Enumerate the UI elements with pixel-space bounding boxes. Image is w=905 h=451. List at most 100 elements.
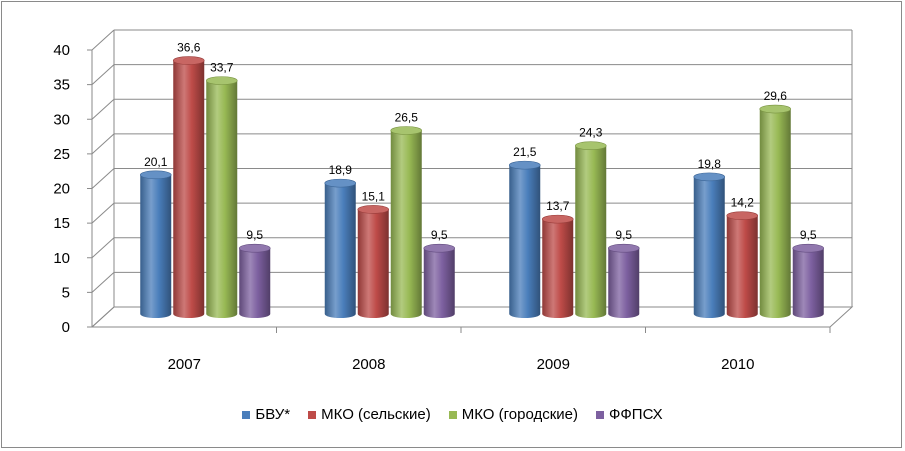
bar-1-2007 (139, 170, 172, 318)
y-tick-label-25: 25 (53, 146, 70, 163)
floor (90, 306, 854, 328)
bar-body (608, 248, 640, 318)
bar-cap (324, 178, 357, 188)
bar-body (239, 248, 271, 318)
data-label-3-2007: 33,7 (210, 61, 234, 75)
legend-label-series-1: БВУ* (255, 406, 291, 423)
data-label-4-2009: 9,5 (615, 228, 632, 242)
x-tick-label-2010: 2010 (721, 356, 754, 373)
bar-body (759, 109, 791, 319)
bar-cap (607, 243, 640, 253)
legend-swatch-series-1 (242, 410, 251, 419)
bar-body (509, 165, 541, 318)
y-tick-label-20: 20 (53, 181, 70, 198)
bar-body (423, 248, 455, 318)
gridline-side-15 (91, 202, 115, 224)
bar-cap (759, 104, 792, 114)
bar-cap (693, 172, 726, 182)
gridline-side-5 (91, 272, 115, 293)
data-label-2-2008: 15,1 (362, 189, 386, 203)
bar-4-2008 (423, 243, 456, 318)
bar-2-2007 (172, 56, 205, 319)
bar-body (357, 209, 389, 318)
legend-item-series-1: БВУ* (242, 406, 290, 423)
legend-swatch-series-4 (595, 410, 604, 419)
bar-3-2007 (205, 76, 238, 318)
bar-3-2010 (759, 104, 792, 319)
bar-cap (508, 160, 541, 170)
bar-cap (726, 211, 759, 220)
bar-body (390, 130, 422, 318)
legend-swatch-series-3 (448, 410, 457, 419)
y-tick-label-15: 15 (53, 215, 70, 232)
bar-body (575, 145, 607, 318)
legend: БВУ* МКО (сельские) МКО (городские) ФФПС… (0, 406, 905, 423)
gridline-side-20 (91, 168, 115, 189)
bar-2-2009 (541, 214, 574, 318)
bar-cap (357, 205, 390, 214)
bar-body (693, 176, 725, 318)
bar-2-2008 (357, 205, 390, 318)
x-tick-label-2009: 2009 (537, 356, 570, 373)
data-label-3-2009: 24,3 (579, 126, 603, 140)
bar-cap (139, 170, 172, 180)
data-label-3-2008: 26,5 (395, 110, 419, 124)
data-label-2-2007: 36,6 (177, 41, 201, 55)
data-label-4-2008: 9,5 (431, 228, 448, 242)
bar-cap (172, 56, 205, 65)
data-label-3-2010: 29,6 (764, 89, 788, 103)
y-tick-label-30: 30 (53, 111, 70, 128)
data-label-4-2010: 9,5 (800, 228, 817, 242)
bar-1-2009 (508, 160, 541, 318)
x-tick-label-2007: 2007 (168, 356, 201, 373)
y-tick-label-35: 35 (53, 77, 70, 94)
gridline-side-40 (91, 29, 115, 51)
bar-cap (792, 243, 825, 253)
x-tick-label-2008: 2008 (352, 356, 385, 373)
data-label-1-2010: 19,8 (698, 157, 722, 171)
bar-cap (205, 76, 238, 85)
gridline-side-10 (91, 237, 115, 259)
bar-cap (423, 243, 456, 253)
legend-label-series-4: ФФПСХ (608, 406, 663, 423)
bar-body (726, 215, 758, 318)
gridline-side-30 (91, 98, 115, 120)
legend-item-series-3: МКО (городские) (448, 406, 578, 423)
bar-4-2009 (607, 243, 640, 318)
legend-item-series-4: ФФПСХ (595, 406, 663, 423)
y-tick-label-5: 5 (62, 284, 70, 301)
bar-3-2009 (574, 141, 607, 318)
gridline-side-25 (91, 133, 115, 155)
y-tick-label-0: 0 (62, 319, 70, 336)
bar-body (206, 80, 238, 318)
legend-swatch-series-2 (308, 410, 317, 419)
y-tick-label-10: 10 (53, 250, 70, 267)
data-label-2-2009: 13,7 (546, 199, 570, 213)
legend-label-series-2: МКО (сельские) (321, 406, 431, 423)
legend-label-series-3: МКО (городские) (461, 406, 578, 423)
gridline-side-35 (91, 64, 115, 85)
bar-cap (390, 126, 423, 135)
data-label-1-2007: 20,1 (144, 155, 168, 169)
bar-4-2010 (792, 243, 825, 318)
bar-body (542, 219, 574, 318)
data-label-1-2008: 18,9 (329, 163, 353, 177)
legend-item-series-2: МКО (сельские) (308, 406, 431, 423)
data-label-2-2010: 14,2 (731, 196, 755, 210)
data-label-1-2009: 21,5 (513, 145, 537, 159)
data-label-4-2007: 9,5 (246, 228, 263, 242)
bar-body (140, 174, 172, 318)
bar-cap (574, 141, 607, 151)
bar-body (324, 183, 356, 318)
y-tick-label-40: 40 (53, 42, 70, 59)
bar-4-2007 (238, 243, 271, 318)
bar-cap (541, 214, 574, 224)
bar-1-2010 (693, 172, 726, 318)
bar-body (173, 60, 205, 319)
bar-1-2008 (324, 178, 357, 318)
bar-body (792, 248, 824, 318)
bar-2-2010 (726, 211, 759, 318)
bar-cap (238, 243, 271, 253)
bar-3-2008 (390, 126, 423, 318)
